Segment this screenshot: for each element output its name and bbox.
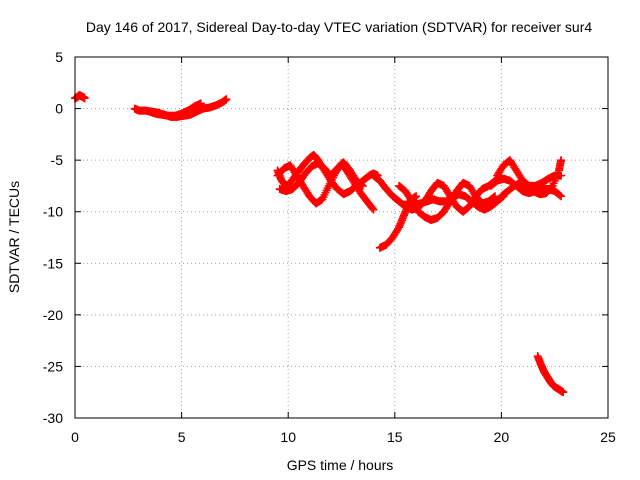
data-point	[222, 95, 231, 104]
data-point	[557, 192, 566, 201]
data-point	[369, 205, 378, 214]
x-tick-label: 20	[494, 429, 510, 445]
data-points	[71, 91, 568, 397]
data-point	[556, 191, 565, 200]
y-tick-label: 5	[55, 49, 63, 65]
y-tick-label: -20	[43, 307, 63, 323]
axis-ticks: 0 5 10 15 20 25 -30 -25 -20 -15 -10 -5 0 5	[43, 49, 616, 445]
data-point	[196, 99, 205, 108]
data-point	[412, 192, 421, 201]
data-point	[80, 94, 89, 103]
x-tick-label: 5	[178, 429, 186, 445]
y-tick-label: -15	[43, 255, 63, 271]
x-tick-label: 10	[280, 429, 296, 445]
y-tick-label: -30	[43, 410, 63, 426]
y-axis-label: SDTVAR / TECUs	[6, 181, 22, 293]
series-seg13	[497, 156, 566, 201]
series-seg6	[275, 158, 367, 196]
series-seg10	[403, 190, 508, 214]
grid-lines	[75, 57, 608, 418]
data-point	[368, 204, 377, 213]
data-point	[559, 388, 568, 397]
data-point	[489, 193, 498, 202]
chart-title: Day 146 of 2017, Sidereal Day-to-day VTE…	[86, 19, 592, 35]
data-point	[557, 156, 566, 165]
y-tick-label: -5	[51, 152, 64, 168]
plot-frame	[74, 56, 609, 419]
series-seg3	[145, 99, 205, 120]
x-axis-label: GPS time / hours	[287, 457, 394, 473]
x-tick-label: 0	[71, 429, 79, 445]
x-tick-label: 15	[387, 429, 403, 445]
x-tick-label: 25	[600, 429, 616, 445]
y-tick-label: -25	[43, 358, 63, 374]
y-tick-label: -10	[43, 204, 63, 220]
series-seg14	[533, 352, 568, 397]
data-point	[357, 181, 366, 190]
y-tick-label: 0	[55, 101, 63, 117]
data-point	[358, 181, 367, 190]
series-seg1	[71, 91, 89, 103]
